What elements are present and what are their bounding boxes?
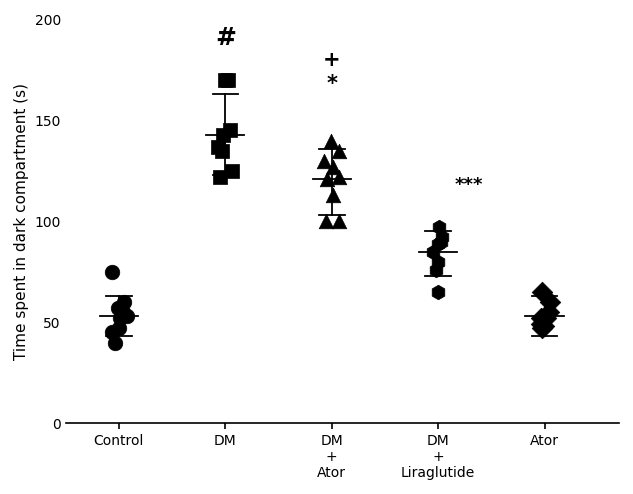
Text: #: # <box>215 26 236 50</box>
Point <box>536 314 546 322</box>
Point <box>334 173 344 181</box>
Point <box>318 157 329 165</box>
Point <box>115 314 125 322</box>
Point <box>118 298 128 306</box>
Point <box>216 147 227 155</box>
Point <box>327 191 337 199</box>
Point <box>541 314 551 322</box>
Point <box>545 298 555 306</box>
Point <box>537 325 547 332</box>
Point <box>110 338 120 346</box>
Y-axis label: Time spent in dark compartment (s): Time spent in dark compartment (s) <box>14 83 29 360</box>
Point <box>227 167 237 175</box>
Text: *: * <box>326 74 337 94</box>
Point <box>215 173 225 181</box>
Point <box>106 268 116 276</box>
Point <box>537 288 548 296</box>
Point <box>539 323 549 330</box>
Point <box>437 234 448 242</box>
Point <box>536 321 546 329</box>
Point <box>334 147 344 155</box>
Point <box>213 143 223 151</box>
Point <box>218 130 229 138</box>
Point <box>220 76 230 84</box>
Point <box>106 329 116 336</box>
Point <box>122 312 132 320</box>
Point <box>329 163 339 171</box>
Point <box>326 137 336 145</box>
Point <box>114 325 124 332</box>
Point <box>544 308 555 316</box>
Point <box>434 223 444 231</box>
Point <box>113 304 123 312</box>
Point <box>436 238 446 246</box>
Point <box>433 258 443 266</box>
Point <box>428 247 438 255</box>
Point <box>320 217 330 225</box>
Point <box>118 308 128 316</box>
Point <box>431 266 441 274</box>
Text: ***: *** <box>454 176 482 194</box>
Point <box>223 76 234 84</box>
Point <box>334 217 344 225</box>
Text: +: + <box>323 50 341 70</box>
Point <box>432 240 442 247</box>
Point <box>322 175 332 183</box>
Point <box>433 288 443 296</box>
Point <box>225 126 235 134</box>
